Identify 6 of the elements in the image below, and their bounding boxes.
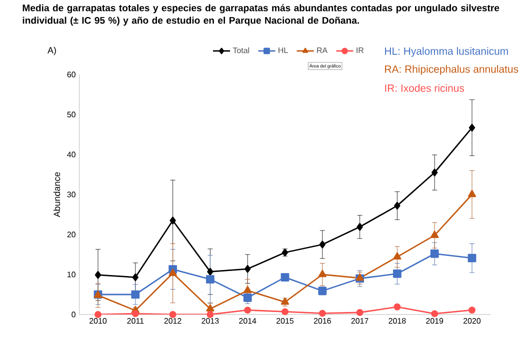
annotation: RA: Rhipicephalus annulatus	[385, 65, 518, 75]
chart-title: Media de garrapatas totales y especies de garrapatas más abundantes contadas por ungulado silvestre individual (± IC 95 %) y año de estudio en el Parque Nacional de Doñana.	[22, 4, 500, 26]
annotation: IR: Ixodes ricinus	[385, 84, 464, 92]
y-axis-title: Abundance	[53, 172, 60, 218]
text: A)	[48, 46, 56, 56]
text: HL: Hyalomma lusitanicum	[385, 47, 508, 57]
